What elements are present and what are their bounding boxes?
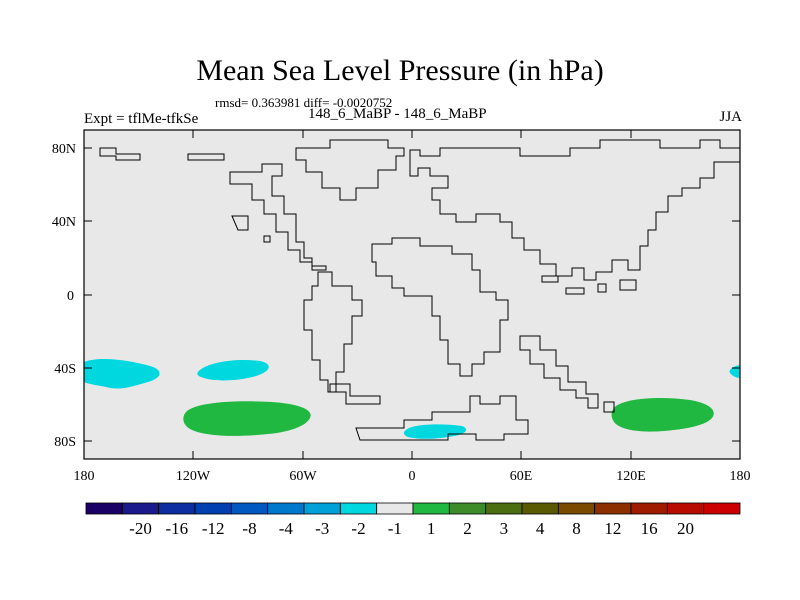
colorbar-label-0: -20	[129, 519, 152, 538]
coast-north-america	[229, 163, 327, 271]
lon-label-60w: 60W	[289, 469, 317, 484]
colorbar-label-5: -3	[315, 519, 329, 538]
colorbar-label-10: 3	[500, 519, 509, 538]
lat-label-80s: 80S	[54, 435, 76, 450]
colorbar: -20 -16 -12 -8 -4 -3 -2 -1 1 2 3 4 8 12 16 20	[85, 502, 741, 538]
colorbar-swatch-12	[521, 502, 559, 515]
coast-small-island	[263, 235, 271, 243]
runs-label: 148_6_MaBP - 148_6_MaBP	[308, 106, 487, 122]
colorbar-swatch-14	[594, 502, 632, 515]
lon-label-180-west: 180	[74, 469, 95, 484]
coast-japan	[619, 279, 637, 291]
stats-line: rmsd= 0.363981 diff= -0.0020752	[215, 95, 393, 110]
colorbar-label-8: 1	[427, 519, 436, 538]
colorbar-swatch-4	[230, 502, 269, 515]
colorbar-label-4: -4	[279, 519, 294, 538]
coastlines	[99, 139, 741, 441]
chart-title: Mean Sea Level Pressure (in hPa)	[196, 54, 604, 87]
lon-label-180-east: 180	[730, 469, 751, 484]
colorbar-swatch-10	[448, 502, 487, 515]
colorbar-label-6: -2	[351, 519, 365, 538]
lat-label-80n: 80N	[52, 142, 76, 157]
colorbar-swatch-15	[630, 502, 668, 515]
lon-label-0: 0	[409, 469, 416, 484]
cyan-blob-south-pacific-east	[197, 360, 269, 381]
colorbar-label-11: 4	[536, 519, 545, 538]
colorbar-label-3: -8	[242, 519, 256, 538]
lat-label-40s: 40S	[54, 362, 76, 377]
colorbar-swatch-16	[666, 502, 705, 515]
lat-label-40n: 40N	[52, 215, 76, 230]
colorbar-swatch-7	[339, 502, 378, 515]
colorbar-swatch-17	[703, 502, 741, 515]
lon-label-120e: 120E	[616, 469, 646, 484]
colorbar-swatch-2	[158, 502, 196, 515]
green-blob-indian	[611, 398, 714, 432]
colorbar-label-13: 12	[604, 519, 621, 538]
coast-greenland	[295, 139, 405, 201]
colorbar-label-2: -12	[202, 519, 225, 538]
lon-label-60e: 60E	[510, 469, 533, 484]
colorbar-label-1: -16	[165, 519, 188, 538]
colorbar-swatch-11	[485, 502, 523, 515]
colorbar-swatch-0	[85, 502, 123, 515]
colorbar-swatch-5	[267, 502, 305, 515]
colorbar-swatch-9	[412, 502, 450, 515]
colorbar-label-7: -1	[388, 519, 402, 538]
coast-africa	[371, 237, 509, 377]
coast-new-zealand	[603, 401, 615, 413]
coast-indonesia	[541, 275, 607, 295]
colorbar-label-9: 2	[463, 519, 472, 538]
coast-caribbean	[231, 215, 249, 231]
colorbar-swatch-8	[376, 502, 414, 515]
lat-label-0: 0	[67, 289, 74, 304]
colorbar-swatch-13	[557, 502, 596, 515]
coast-arctic-1	[99, 147, 141, 161]
colorbar-swatch-6	[303, 502, 341, 515]
coast-antarctica	[355, 395, 529, 441]
cyan-blob-south-pacific-west	[84, 359, 160, 389]
lon-label-120w: 120W	[176, 469, 211, 484]
colorbar-swatch-3	[194, 502, 232, 515]
coast-arctic-2	[187, 153, 225, 161]
cyan-blob-antarctic	[403, 424, 467, 439]
anomaly-layer	[84, 359, 740, 439]
coast-australia	[519, 335, 599, 409]
experiment-label: Expt = tflMe-tfkSe	[84, 111, 199, 127]
lon-axis: 180 120W 60W 0 60E 120E 180	[74, 130, 751, 484]
colorbar-label-12: 8	[572, 519, 581, 538]
season-label: JJA	[719, 109, 742, 125]
green-blob-pacific	[183, 401, 311, 436]
lat-axis: 80N 40N 0 40S 80S	[52, 142, 740, 450]
colorbar-label-14: 16	[641, 519, 658, 538]
colorbar-swatch-1	[121, 502, 160, 515]
colorbar-label-15: 20	[677, 519, 694, 538]
coast-antarctic-peninsula	[329, 383, 381, 405]
coast-eurasia	[409, 139, 741, 281]
